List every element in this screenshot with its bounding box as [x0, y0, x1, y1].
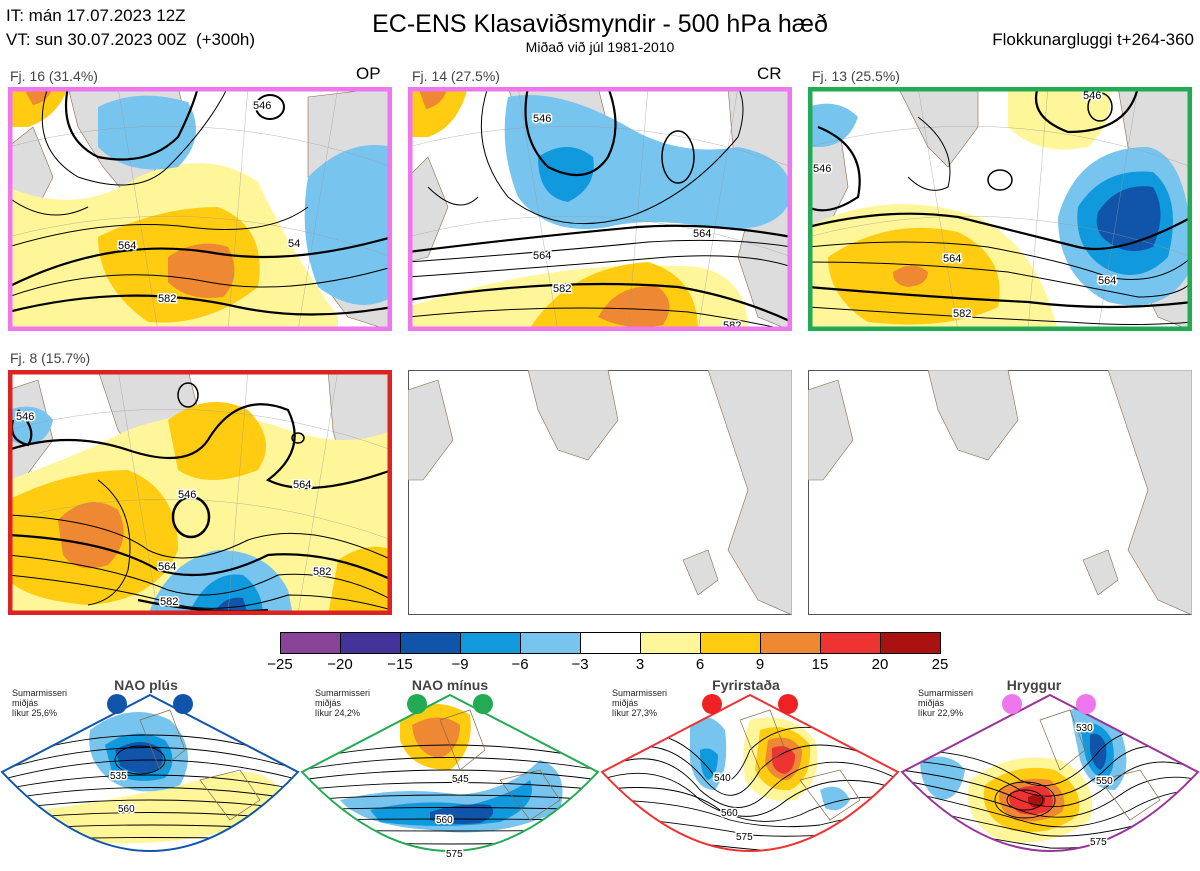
regime-3-marker: [702, 694, 722, 714]
contour-label: 564: [943, 253, 961, 265]
contour-label: 560: [118, 804, 135, 815]
contour-label: 546: [16, 411, 34, 423]
cluster-4-border: [8, 370, 392, 615]
colorbar-cell: [640, 632, 701, 654]
regime-4-marker: [1002, 694, 1022, 714]
regime-1-marker: [173, 694, 193, 714]
cluster-3-label: Fj. 13 (25.5%): [812, 68, 900, 84]
regime-4-info: Sumarmisseri miðjás líkur 22,9%: [918, 688, 974, 718]
colorbar-tick-label: 9: [755, 656, 765, 673]
regime-4-map: 530 550 575: [900, 690, 1200, 871]
regime-2-title: NAO mínus: [411, 677, 489, 693]
colorbar-tick-label: 6: [695, 656, 705, 673]
regime-3-title: Fyrirstaða: [712, 677, 780, 693]
contour-label: 564: [118, 240, 136, 252]
valid-time: VT: sun 30.07.2023 00Z (+300h): [6, 30, 256, 49]
regime-3-marker: [778, 694, 798, 714]
colorbar-cell: [880, 632, 941, 654]
cluster-2-label: Fj. 14 (27.5%): [412, 68, 500, 84]
contour-label: 545: [452, 774, 469, 785]
colorbar-tick-label: 25: [931, 656, 949, 673]
contour-label: 564: [693, 228, 711, 240]
contour-label: 546: [178, 489, 196, 501]
regime-3-map: 540 560 575: [600, 690, 900, 871]
cluster-1-border: [8, 87, 392, 331]
cluster-3-border: [808, 87, 1192, 331]
contour-label: 582: [160, 596, 178, 608]
contour-label: 560: [721, 808, 738, 819]
colorbar-tick-label: −9: [451, 656, 469, 673]
colorbar: [280, 632, 942, 659]
contour-label: 582: [953, 308, 971, 320]
colorbar-cell: [340, 632, 401, 654]
contour-label: 546: [253, 100, 271, 112]
regime-1-title: NAO plús: [114, 677, 178, 693]
colorbar-cell: [760, 632, 821, 654]
colorbar-tick-label: −15: [387, 656, 413, 673]
cluster-2-tag: CR: [757, 64, 782, 83]
contour-label: 582: [553, 283, 571, 295]
contour-label: 546: [813, 163, 831, 175]
colorbar-tick-label: −3: [571, 656, 589, 673]
contour-label: 564: [158, 561, 176, 573]
contour-label: 54: [288, 238, 300, 250]
contour-label: 564: [1098, 275, 1116, 287]
regime-2-marker: [407, 694, 427, 714]
page-title: EC-ENS Klasaviðsmyndir - 500 hPa hæð: [372, 10, 828, 38]
regime-1-map: 535 560: [0, 690, 300, 871]
contour-label: 535: [110, 771, 127, 782]
contour-label: 546: [1083, 90, 1101, 102]
regime-3-info: Sumarmisseri miðjás líkur 27,3%: [612, 688, 668, 718]
colorbar-cell: [280, 632, 341, 654]
cluster-window: Flokkunargluggi t+264-360: [992, 30, 1194, 49]
contour-label: 540: [714, 773, 731, 784]
regime-4-marker: [1076, 694, 1096, 714]
cluster-4-map: 546 546 564 564 582 582: [8, 370, 392, 615]
contour-label: 575: [736, 832, 753, 843]
colorbar-cell: [460, 632, 521, 654]
cluster-3-map: 546 546 564 564 582: [808, 87, 1192, 331]
regime-2-map: 545 560 575: [300, 690, 600, 871]
contour-label: 546: [533, 113, 551, 125]
contour-label: 575: [446, 849, 463, 860]
regime-2-info: Sumarmisseri miðjás líkur 24,2%: [315, 688, 371, 718]
regime-1-info: Sumarmisseri miðjás líkur 25,6%: [12, 688, 68, 718]
init-time: IT: mán 17.07.2023 12Z: [6, 6, 186, 25]
colorbar-tick-label: −20: [327, 656, 353, 673]
page-subtitle: Miðað við júl 1981-2010: [525, 39, 675, 55]
colorbar-tick-label: 15: [811, 656, 829, 673]
regime-1-marker: [107, 694, 127, 714]
cluster-1-tag: OP: [356, 64, 381, 83]
colorbar-cell: [820, 632, 881, 654]
cluster-2-border: [408, 87, 792, 331]
contour-label: 575: [1090, 837, 1107, 848]
cluster-1-label: Fj. 16 (31.4%): [10, 68, 98, 84]
contour-label: 560: [436, 815, 453, 826]
contour-label: 582: [313, 566, 331, 578]
colorbar-tick-label: 20: [871, 656, 889, 673]
contour-label: 564: [293, 479, 311, 491]
colorbar-cell: [520, 632, 581, 654]
regime-2-marker: [473, 694, 493, 714]
colorbar-tick-label: −6: [511, 656, 529, 673]
cluster-4-label: Fj. 8 (15.7%): [10, 350, 91, 366]
regime-4-title: Hryggur: [1006, 677, 1062, 693]
colorbar-cell: [700, 632, 761, 654]
empty-map-2: [808, 370, 1192, 615]
colorbar-cell: [580, 632, 641, 654]
contour-label: 550: [1096, 776, 1113, 787]
cluster-1-map: 546 564 582 54: [8, 87, 392, 331]
empty-map-1: [408, 370, 792, 615]
cluster-2-map: 546 564 564 582 582: [408, 87, 792, 331]
contour-label: 564: [533, 250, 551, 262]
contour-label: 530: [1076, 723, 1093, 734]
colorbar-tick-label: 3: [635, 656, 645, 673]
colorbar-cell: [400, 632, 461, 654]
contour-label: 582: [158, 293, 176, 305]
colorbar-tick-label: −25: [267, 656, 293, 673]
